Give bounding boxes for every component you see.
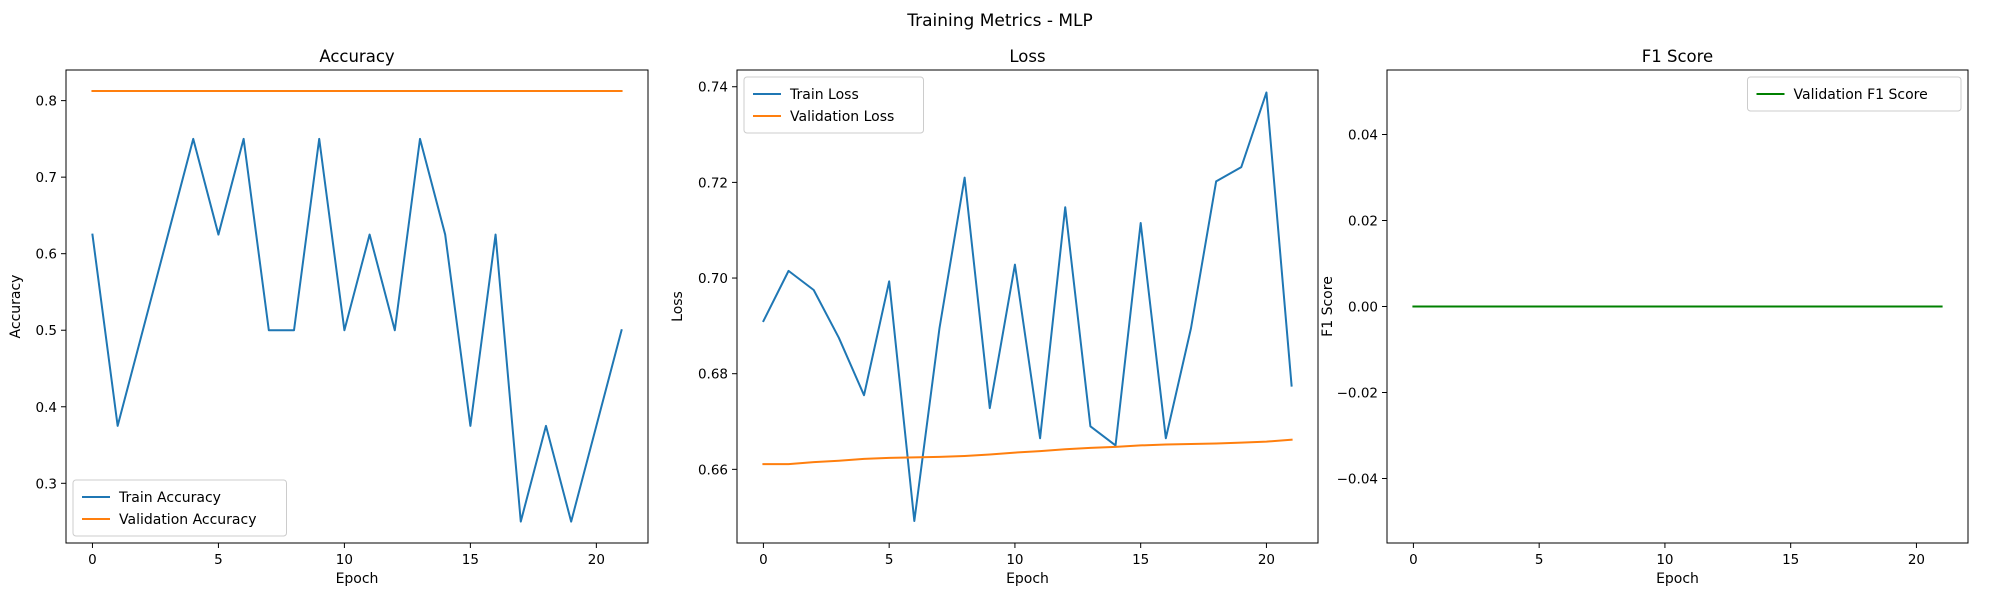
f1-x-tick-label: 0 (1409, 552, 1418, 568)
f1-y-tick-label: 0.02 (1348, 214, 1378, 230)
loss-series-0-line (762, 91, 1293, 522)
loss-series-1-line (762, 438, 1293, 466)
accuracy-y-tick-label: 0.7 (36, 170, 57, 186)
accuracy-legend-box (72, 479, 287, 537)
f1-x-tick-label: 20 (1908, 552, 1925, 568)
loss-legend-label: Train Loss (789, 87, 859, 103)
f1-y-axis-label: F1 Score (1320, 276, 1336, 337)
loss-y-tick-label: 0.74 (698, 80, 728, 96)
accuracy-legend-label: Validation Accuracy (119, 512, 257, 528)
accuracy-x-tick-label: 0 (88, 552, 97, 568)
f1-legend: Validation F1 Score (1747, 76, 1962, 112)
accuracy-y-tick-label: 0.6 (36, 247, 57, 263)
panel-loss: Loss 0 5 10 15 20 0.66 0.68 0.70 0.72 0.74 Epoch Los… (670, 47, 1319, 587)
f1-x-tick-label: 10 (1656, 552, 1673, 568)
accuracy-y-tick-label: 0.8 (36, 94, 57, 110)
accuracy-x-tick-label: 10 (336, 552, 353, 568)
loss-y-tick-label: 0.72 (698, 175, 728, 191)
loss-x-tick-label: 0 (759, 552, 768, 568)
f1-x-axis-label: Epoch (1656, 571, 1699, 587)
loss-panel-title: Loss (1009, 47, 1045, 66)
accuracy-series-0-line (91, 137, 623, 523)
loss-x-axis-label: Epoch (1006, 571, 1049, 587)
f1-x-tick-label: 5 (1535, 552, 1544, 568)
accuracy-legend: Train Accuracy Validation Accuracy (72, 479, 287, 537)
loss-y-tick-label: 0.68 (698, 367, 728, 383)
loss-legend-box (743, 76, 924, 134)
loss-legend-label: Validation Loss (790, 109, 894, 125)
accuracy-x-tick-label: 20 (588, 552, 605, 568)
f1-legend-label: Validation F1 Score (1794, 87, 1928, 103)
accuracy-plot-frame (65, 69, 649, 544)
loss-x-tick-label: 15 (1132, 552, 1149, 568)
loss-plot-frame (736, 69, 1319, 544)
f1-x-tick-label: 15 (1782, 552, 1799, 568)
loss-y-tick-label: 0.66 (698, 462, 728, 478)
loss-x-tick-label: 20 (1258, 552, 1275, 568)
f1-panel-title: F1 Score (1642, 47, 1713, 66)
accuracy-y-axis-label: Accuracy (8, 275, 24, 339)
f1-y-tick-label: 0.00 (1348, 300, 1378, 316)
accuracy-x-tick-label: 15 (462, 552, 479, 568)
accuracy-y-tick-label: 0.3 (36, 476, 57, 492)
f1-legend-box (1747, 76, 1962, 112)
panel-accuracy: Accuracy 0 5 10 15 20 0.3 0.4 0.5 0.6 0.7 0.8 Epoch A… (8, 47, 649, 587)
loss-legend: Train Loss Validation Loss (743, 76, 924, 134)
accuracy-y-tick-label: 0.4 (36, 400, 57, 416)
f1-y-tick-label: −0.04 (1337, 472, 1378, 488)
f1-y-tick-label: −0.02 (1337, 386, 1378, 402)
accuracy-legend-label: Train Accuracy (118, 490, 221, 506)
loss-y-tick-label: 0.70 (698, 271, 728, 287)
loss-y-axis-label: Loss (670, 291, 686, 322)
accuracy-x-axis-label: Epoch (336, 571, 379, 587)
loss-x-tick-label: 10 (1006, 552, 1023, 568)
f1-y-tick-label: 0.04 (1348, 128, 1378, 144)
accuracy-panel-title: Accuracy (319, 47, 395, 66)
loss-x-tick-label: 5 (885, 552, 894, 568)
figure-title: Training Metrics - MLP (906, 11, 1093, 31)
accuracy-x-tick-label: 5 (214, 552, 223, 568)
accuracy-y-tick-label: 0.5 (36, 323, 57, 339)
panel-f1: F1 Score 0 5 10 15 20 −0.04 −0.02 0.00 0.02 0.04 Ep… (1320, 47, 1969, 587)
